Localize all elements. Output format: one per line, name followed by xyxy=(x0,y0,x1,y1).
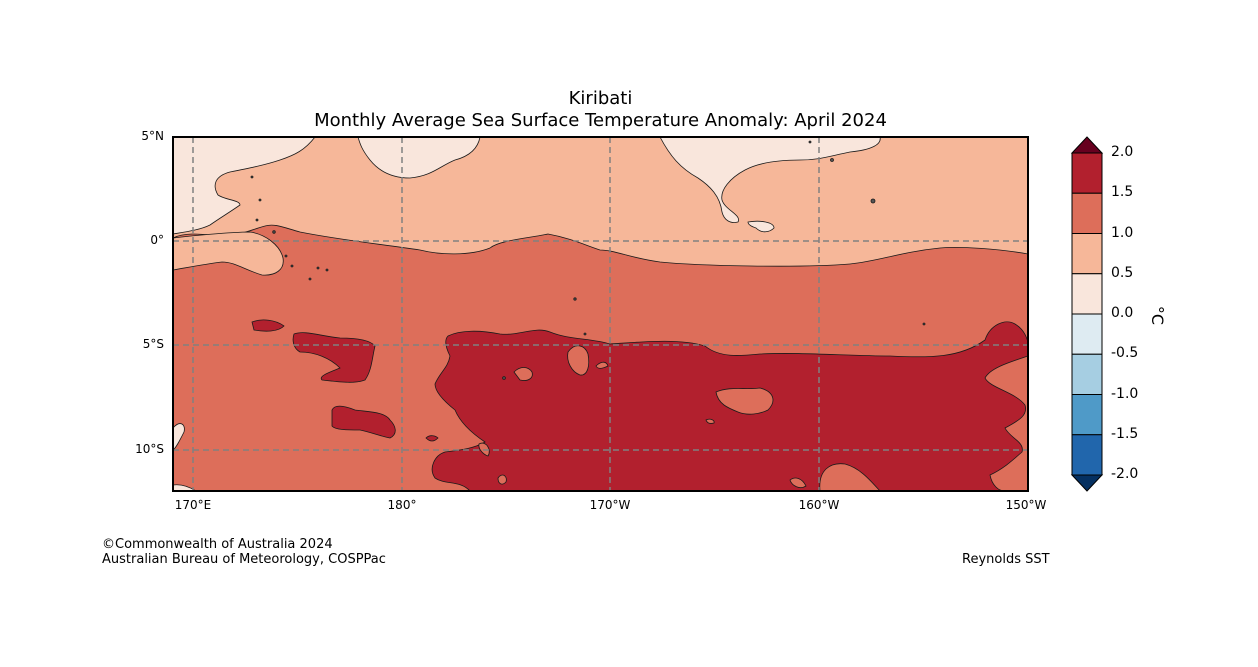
colorbar-tick-neg-1-0: -1.0 xyxy=(1111,386,1139,402)
colorbar-unit: °C xyxy=(1148,305,1168,326)
colorbar-bin xyxy=(1071,273,1103,315)
colorbar-tick-2-0: 2.0 xyxy=(1111,144,1134,160)
band-0-0-to-0-5 xyxy=(173,137,316,235)
colorbar-bin xyxy=(1071,353,1103,395)
copyright-text: ©Commonwealth of Australia 2024 xyxy=(102,537,333,552)
colorbar-tick-neg-1-5: -1.5 xyxy=(1111,426,1139,442)
agency-text: Australian Bureau of Meteorology, COSPPa… xyxy=(102,552,386,567)
colorbar-tick-0-5: 0.5 xyxy=(1111,265,1134,281)
colorbar-bin xyxy=(1071,192,1103,234)
gridlines xyxy=(173,137,1028,491)
lon-label-170e: 170°E xyxy=(174,498,212,512)
colorbar-tick-0-0: 0.0 xyxy=(1111,305,1134,321)
map-frame xyxy=(172,136,1029,492)
colorbar-extend-max xyxy=(1070,136,1104,154)
lat-label-0: 0° xyxy=(150,233,164,247)
colorbar-extend-min xyxy=(1070,474,1104,492)
lat-label-5n: 5°N xyxy=(141,129,164,143)
colorbar-bin xyxy=(1071,313,1103,355)
lat-label-5s: 5°S xyxy=(142,337,164,351)
lon-label-150w: 150°W xyxy=(1005,498,1047,512)
map-title: Kiribati xyxy=(568,88,633,109)
colorbar xyxy=(1070,136,1104,492)
colorbar-bin xyxy=(1071,152,1103,194)
lon-label-160w: 160°W xyxy=(798,498,840,512)
lon-label-170w: 170°W xyxy=(589,498,631,512)
colorbar-bin xyxy=(1071,233,1103,275)
colorbar-tick-1-5: 1.5 xyxy=(1111,184,1134,200)
lon-label-180: 180° xyxy=(387,498,417,512)
map-subtitle: Monthly Average Sea Surface Temperature … xyxy=(314,110,887,131)
colorbar-tick-1-0: 1.0 xyxy=(1111,225,1134,241)
lat-label-10s: 10°S xyxy=(135,442,164,456)
colorbar-tick-neg-2-0: -2.0 xyxy=(1111,466,1139,482)
colorbar-tick-neg-0-5: -0.5 xyxy=(1111,345,1139,361)
source-text: Reynolds SST xyxy=(962,552,1050,567)
colorbar-bin xyxy=(1071,394,1103,436)
colorbar-bin xyxy=(1071,434,1103,476)
